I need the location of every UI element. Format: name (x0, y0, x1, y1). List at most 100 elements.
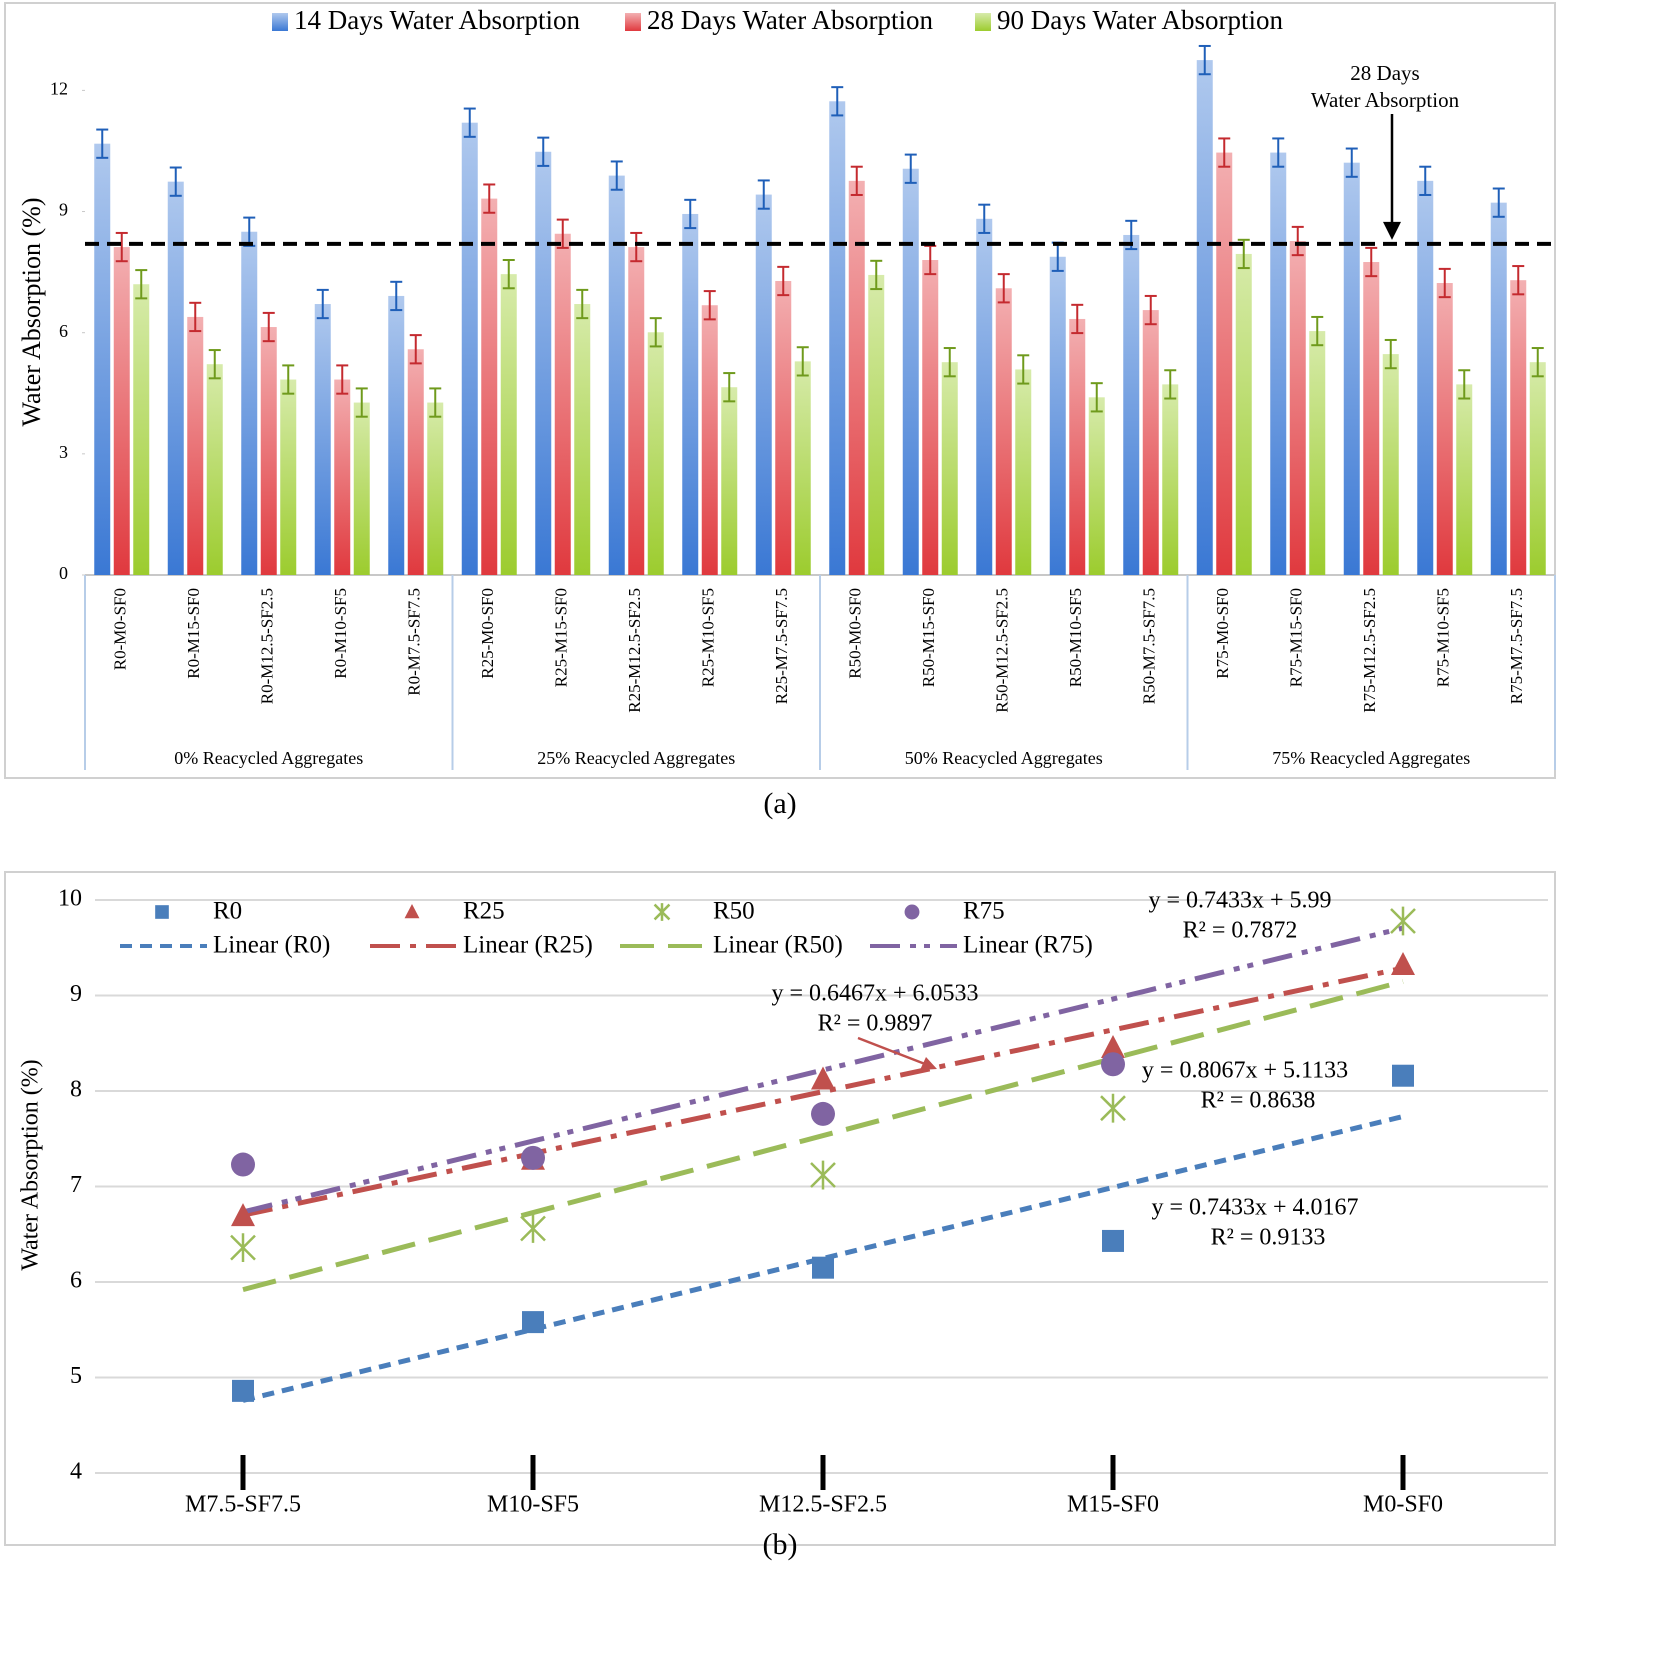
bar (794, 361, 811, 575)
error-bar (1345, 147, 1358, 178)
error-bar (282, 364, 295, 395)
bar (1088, 397, 1105, 575)
bar (1270, 152, 1287, 576)
bar (1309, 331, 1326, 575)
point (811, 1101, 835, 1126)
y-tick-label: 6 (70, 1268, 82, 1294)
point (1100, 1093, 1126, 1123)
bar (995, 288, 1012, 575)
error-bar (1419, 165, 1432, 196)
trendline (242, 925, 1404, 1215)
y-tick-label: 3 (59, 442, 68, 462)
group-label: 50% Reacycled Aggregates (905, 748, 1103, 768)
legend-label: 28 Days Water Absorption (647, 5, 934, 35)
error-bar (649, 317, 662, 348)
bar (701, 305, 718, 575)
bar (682, 213, 699, 575)
bar (113, 247, 130, 576)
trendline-equation: y = 0.7433x + 4.0167 (1151, 1195, 1358, 1221)
y-tick-label: 9 (70, 981, 82, 1007)
legend-marker (653, 903, 671, 921)
x-tick-label: M12.5-SF2.5 (759, 1492, 887, 1518)
y-tick-label: 9 (59, 200, 68, 220)
error-bar (1512, 265, 1525, 296)
error-bar (924, 244, 937, 276)
bar (554, 233, 571, 575)
bar (314, 304, 331, 575)
point (1392, 1064, 1414, 1087)
x-tick-label: R50-M15-SF0 (919, 588, 938, 687)
bar (608, 175, 625, 575)
x-tick-label: R50-M10-SF5 (1066, 588, 1085, 687)
trendline-equation: y = 0.7433x + 5.99 (1148, 888, 1331, 914)
point (231, 1152, 255, 1177)
error-bar (1291, 225, 1304, 257)
legend-label: R0 (213, 898, 242, 925)
bar (187, 316, 204, 575)
x-tick-label: R50-M12.5-SF2.5 (993, 588, 1012, 713)
bar (721, 387, 738, 575)
trendline (242, 965, 1404, 1218)
error-bar (703, 290, 716, 321)
bar (334, 379, 351, 575)
y-tick-label: 10 (58, 886, 82, 912)
legend-label: Linear (R75) (963, 932, 1093, 959)
bar (260, 327, 277, 575)
bar (829, 101, 846, 576)
error-bar (537, 136, 550, 167)
bar (206, 364, 223, 575)
error-bar (1531, 347, 1544, 378)
error-bar (1071, 303, 1084, 335)
group-label: 0% Reacycled Aggregates (174, 748, 363, 768)
y-tick-label: 4 (70, 1459, 82, 1485)
group-label: 75% Reacycled Aggregates (1272, 748, 1470, 768)
x-tick-label: R75-M12.5-SF2.5 (1360, 588, 1379, 713)
error-bar (1237, 238, 1250, 270)
bar (427, 402, 444, 575)
point (1390, 906, 1416, 936)
point (1101, 1035, 1125, 1059)
error-bar (978, 203, 991, 234)
x-tick-label: M0-SF0 (1363, 1492, 1443, 1518)
error-bar (1144, 294, 1157, 326)
x-tick-label: R0-M15-SF0 (184, 588, 203, 679)
bar (848, 180, 865, 575)
legend-label: Linear (R0) (213, 932, 330, 959)
annotation: Water Absorption (1311, 88, 1460, 112)
point (810, 1160, 836, 1190)
bar (1196, 60, 1213, 576)
bar (941, 362, 958, 575)
error-bar (115, 231, 128, 263)
legend-marker (904, 904, 920, 920)
error-bar (96, 128, 109, 159)
error-bar (610, 160, 623, 191)
bar (1490, 202, 1507, 575)
error-bar (997, 273, 1010, 304)
bar (1069, 318, 1086, 575)
bar (500, 274, 517, 575)
legend-label: R25 (463, 898, 505, 925)
error-bar (576, 288, 589, 320)
error-bar (1090, 382, 1103, 413)
x-tick-label: R75-M0-SF0 (1213, 588, 1232, 679)
x-tick-label: R25-M15-SF0 (552, 588, 571, 687)
bar (775, 281, 792, 575)
trendline (242, 979, 1404, 1293)
error-bar (556, 218, 569, 249)
y-tick-label: 0 (59, 563, 68, 583)
error-bar (243, 216, 256, 247)
trendline-equation: y = 0.6467x + 6.0533 (771, 981, 978, 1007)
legend-label: R50 (713, 898, 755, 925)
point (812, 1256, 834, 1279)
panel-a-frame (4, 2, 1556, 779)
y-tick-label: 7 (70, 1172, 82, 1198)
bar (1289, 241, 1306, 575)
point (231, 1203, 255, 1227)
error-bar (1272, 137, 1285, 168)
point (520, 1214, 546, 1243)
bar (1382, 354, 1399, 575)
point (1391, 951, 1415, 975)
x-tick-label: M10-SF5 (487, 1492, 579, 1518)
trendline-equation: y = 0.8067x + 5.1133 (1142, 1058, 1348, 1084)
